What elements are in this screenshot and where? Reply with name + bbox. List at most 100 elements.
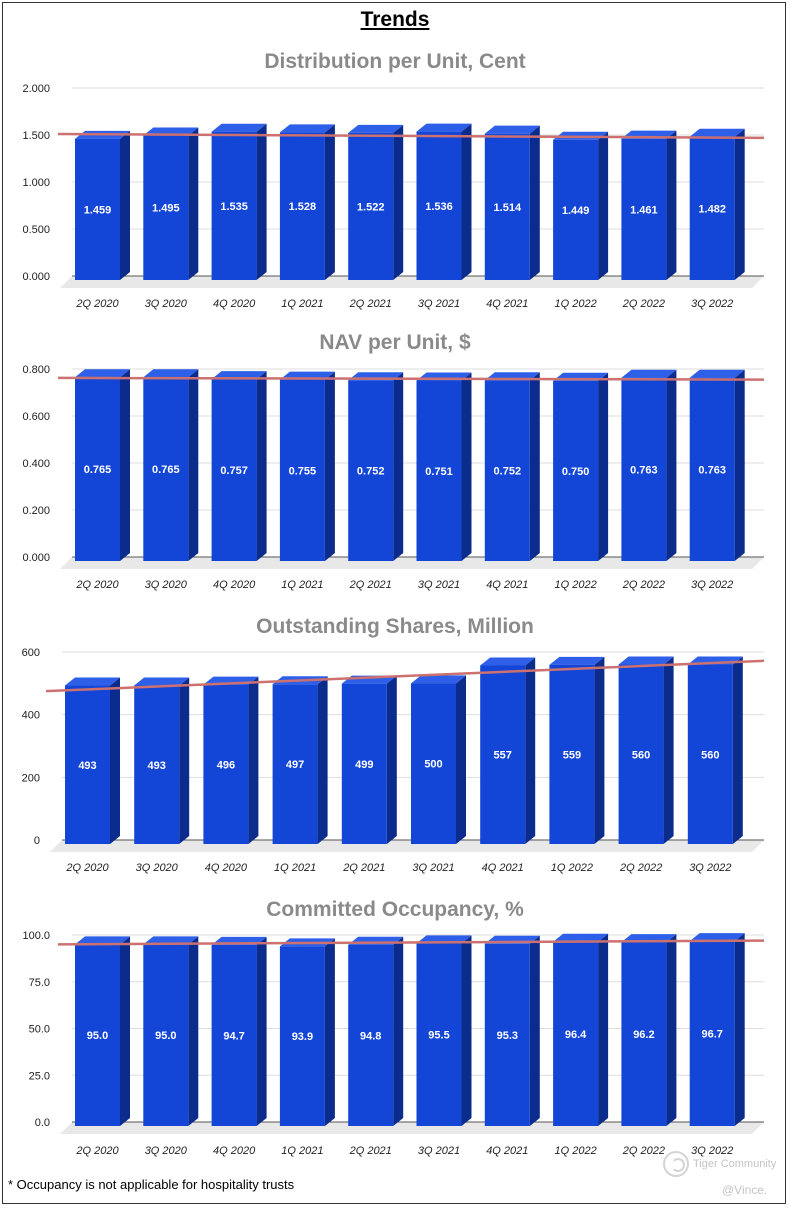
bar-side bbox=[734, 933, 745, 1126]
watermark: Tiger Community bbox=[663, 1151, 776, 1177]
bar-side bbox=[666, 130, 677, 280]
bar-side bbox=[734, 369, 745, 561]
bar-top bbox=[618, 656, 674, 665]
bar-side bbox=[324, 371, 335, 561]
trend-line bbox=[45, 659, 765, 693]
bar bbox=[279, 379, 325, 561]
data-label: 95.0 bbox=[155, 1030, 176, 1042]
data-label: 1.461 bbox=[630, 204, 658, 216]
bar-side bbox=[666, 369, 677, 561]
y-tick-label: 2.000 bbox=[22, 83, 50, 95]
bar bbox=[203, 684, 249, 844]
bar bbox=[621, 138, 667, 280]
x-tick-label: 2Q 2022 bbox=[622, 1145, 665, 1157]
x-tick-label: 4Q 2021 bbox=[486, 298, 528, 310]
bar bbox=[211, 379, 257, 561]
y-tick-label: 1.000 bbox=[22, 177, 50, 189]
x-tick-label: 4Q 2020 bbox=[213, 579, 256, 591]
x-tick-label: 3Q 2021 bbox=[418, 579, 460, 591]
bar-top bbox=[411, 675, 466, 684]
bar bbox=[143, 377, 189, 561]
data-label: 1.495 bbox=[152, 203, 180, 215]
bar-side bbox=[529, 372, 540, 561]
bar bbox=[687, 664, 733, 844]
x-tick-label: 3Q 2021 bbox=[418, 1145, 460, 1157]
bar-side bbox=[248, 676, 259, 844]
y-tick-label: 0.200 bbox=[22, 505, 50, 517]
bar bbox=[134, 685, 180, 844]
bar-side bbox=[256, 123, 267, 281]
bar-side bbox=[393, 372, 404, 561]
bar-top bbox=[211, 123, 267, 132]
chart-title: NAV per Unit, $ bbox=[319, 331, 471, 354]
x-tick-label: 1Q 2021 bbox=[281, 579, 323, 591]
x-tick-label: 1Q 2022 bbox=[554, 579, 596, 591]
bar-side bbox=[120, 936, 130, 1126]
bar-side bbox=[393, 936, 404, 1126]
y-tick-label: 0.0 bbox=[35, 1117, 50, 1129]
bar bbox=[689, 941, 735, 1126]
x-tick-label: 1Q 2022 bbox=[554, 1145, 596, 1157]
y-tick-label: 0.000 bbox=[22, 552, 50, 564]
x-tick-label: 4Q 2021 bbox=[482, 862, 524, 874]
bar-side bbox=[456, 675, 466, 844]
data-label: 94.7 bbox=[223, 1030, 244, 1042]
x-tick-label: 4Q 2021 bbox=[486, 1145, 528, 1157]
distribution-per-unit-chart: Distribution per Unit, Cent 0.000 0.500 1.0… bbox=[22, 50, 765, 310]
data-label: 557 bbox=[494, 750, 512, 762]
data-label: 1.522 bbox=[357, 201, 385, 213]
bar bbox=[211, 131, 257, 280]
y-tick-label: 0.500 bbox=[22, 224, 50, 236]
bar-side bbox=[666, 934, 677, 1126]
x-tick-label: 3Q 2021 bbox=[418, 298, 460, 310]
data-label: 0.752 bbox=[357, 466, 385, 478]
bar bbox=[621, 942, 667, 1126]
chart-title: Outstanding Shares, Million bbox=[256, 615, 534, 638]
bar-side bbox=[529, 935, 540, 1126]
data-label: 0.763 bbox=[698, 464, 726, 476]
data-label: 96.4 bbox=[565, 1029, 587, 1041]
x-tick-label: 2Q 2020 bbox=[75, 298, 119, 310]
bar-top bbox=[549, 656, 605, 665]
x-tick-label: 4Q 2020 bbox=[213, 298, 256, 310]
bar-side bbox=[120, 130, 130, 280]
data-label: 0.750 bbox=[562, 466, 590, 478]
x-tick-label: 2Q 2020 bbox=[75, 579, 119, 591]
data-label: 0.763 bbox=[630, 464, 658, 476]
bar bbox=[411, 683, 456, 844]
page-title: Trends bbox=[360, 8, 430, 31]
bar-side bbox=[324, 124, 335, 280]
data-label: 0.752 bbox=[494, 466, 522, 478]
bar bbox=[480, 665, 526, 844]
x-tick-label: 3Q 2022 bbox=[691, 298, 733, 310]
bar bbox=[484, 133, 530, 280]
x-tick-label: 3Q 2022 bbox=[691, 579, 733, 591]
y-tick-label: 200 bbox=[22, 772, 40, 784]
y-tick-label: 0 bbox=[34, 835, 40, 847]
data-label: 95.5 bbox=[428, 1030, 449, 1042]
data-label: 95.3 bbox=[497, 1030, 518, 1042]
tiger-logo-icon bbox=[663, 1151, 689, 1177]
bar-top bbox=[143, 369, 199, 378]
x-tick-label: 4Q 2020 bbox=[213, 1145, 256, 1157]
bar bbox=[65, 685, 110, 844]
bar-top bbox=[75, 936, 130, 945]
data-label: 1.449 bbox=[562, 205, 590, 217]
bar-top bbox=[75, 369, 130, 378]
bar bbox=[416, 131, 462, 280]
bar-side bbox=[461, 123, 472, 280]
data-label: 1.482 bbox=[698, 203, 726, 215]
x-tick-label: 4Q 2021 bbox=[486, 579, 528, 591]
bar bbox=[75, 944, 120, 1126]
data-label: 96.2 bbox=[633, 1029, 654, 1041]
bar bbox=[484, 380, 530, 561]
x-tick-label: 2Q 2022 bbox=[622, 579, 665, 591]
trend-line bbox=[57, 132, 765, 140]
bar-side bbox=[256, 371, 267, 561]
data-label: 500 bbox=[424, 759, 442, 771]
x-tick-label: 3Q 2022 bbox=[689, 862, 731, 874]
data-label: 1.514 bbox=[494, 202, 522, 214]
bar-top bbox=[65, 677, 120, 686]
y-tick-label: 25.0 bbox=[29, 1070, 50, 1082]
bar-side bbox=[734, 128, 745, 280]
